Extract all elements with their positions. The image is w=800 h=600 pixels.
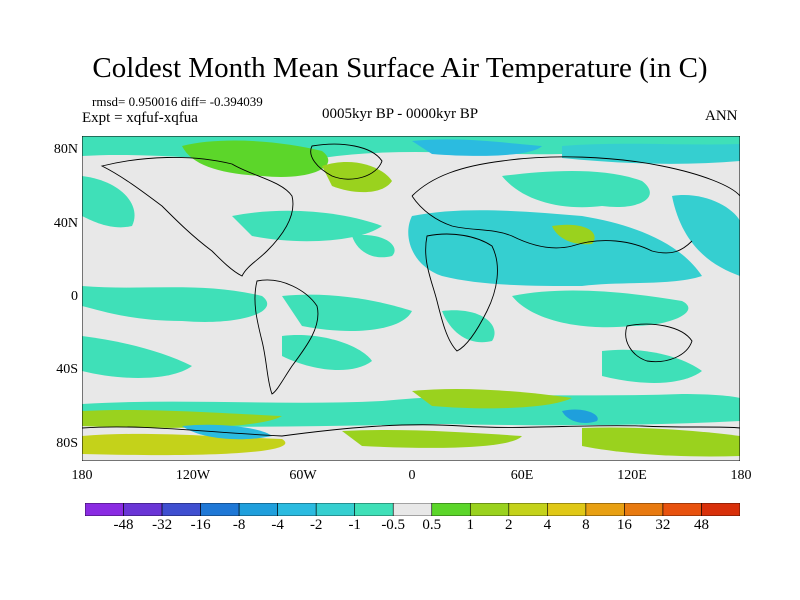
colorbar-swatch: [161, 503, 201, 516]
colorbar-swatch: [624, 503, 664, 516]
temperature-anomaly-map: [82, 136, 740, 461]
colorbar-swatch: [85, 503, 124, 516]
lat-label-40s: 40S: [56, 362, 78, 377]
colorbar-label: -4: [271, 517, 284, 533]
colorbar-label: -8: [232, 517, 246, 533]
colorbar-label: -16: [190, 517, 211, 533]
lon-label-120e: 120E: [617, 468, 647, 483]
colorbar-swatch: [431, 503, 471, 516]
lon-label-180e: 180: [730, 468, 752, 483]
lon-label-120w: 120W: [175, 468, 211, 483]
colorbar-label: 48: [694, 517, 709, 533]
colorbar-label: 8: [582, 517, 590, 533]
colorbar-swatch: [469, 503, 510, 516]
lat-label-80n: 80N: [53, 142, 78, 157]
lon-label-0: 0: [408, 468, 416, 483]
colorbar-label: -2: [309, 517, 323, 533]
colorbar-swatch: [508, 503, 548, 516]
colorbar-swatch: [200, 503, 240, 516]
season-label: ANN: [705, 108, 738, 124]
colorbar-label: 32: [655, 517, 671, 533]
map-title: Coldest Month Mean Surface Air Temperatu…: [92, 52, 708, 84]
anomaly-fields: [82, 136, 740, 457]
colorbar-swatch: [315, 503, 356, 516]
lat-label-40n: 40N: [53, 216, 78, 231]
coastlines: [82, 143, 740, 437]
colorbar-label: 16: [616, 517, 632, 533]
lon-label-60w: 60W: [289, 468, 317, 483]
colorbar-swatch: [277, 503, 317, 516]
lon-label-60e: 60E: [510, 468, 534, 483]
lat-label-80s: 80S: [56, 436, 78, 451]
lat-label-0: 0: [71, 289, 78, 304]
stats-label: rmsd= 0.950016 diff= -0.394039: [92, 94, 263, 109]
colorbar-label: 4: [543, 517, 552, 533]
colorbar-label: 1: [466, 517, 475, 533]
colorbar-label: -48: [113, 517, 134, 533]
colorbar-swatch: [392, 503, 433, 516]
colorbar-swatch: [585, 503, 625, 516]
colorbar-swatch: [662, 503, 702, 516]
colorbar-swatch: [701, 503, 740, 516]
colorbar-label: -1: [348, 517, 361, 533]
colorbar-swatch: [238, 503, 278, 516]
period-label: 0005kyr BP - 0000kyr BP: [322, 106, 479, 122]
colorbar-label: -32: [152, 517, 173, 533]
lon-label-180w: 180: [71, 468, 93, 483]
colorbar-label: 2: [505, 517, 513, 533]
experiment-label: Expt = xqfuf-xqfua: [82, 110, 198, 126]
colorbar-swatch: [354, 503, 394, 516]
colorbar-swatch: [123, 503, 163, 516]
colorbar-label: -0.5: [381, 517, 406, 533]
colorbar-swatch: [547, 503, 587, 516]
colorbar: [85, 503, 740, 516]
colorbar-label: 0.5: [422, 517, 442, 533]
